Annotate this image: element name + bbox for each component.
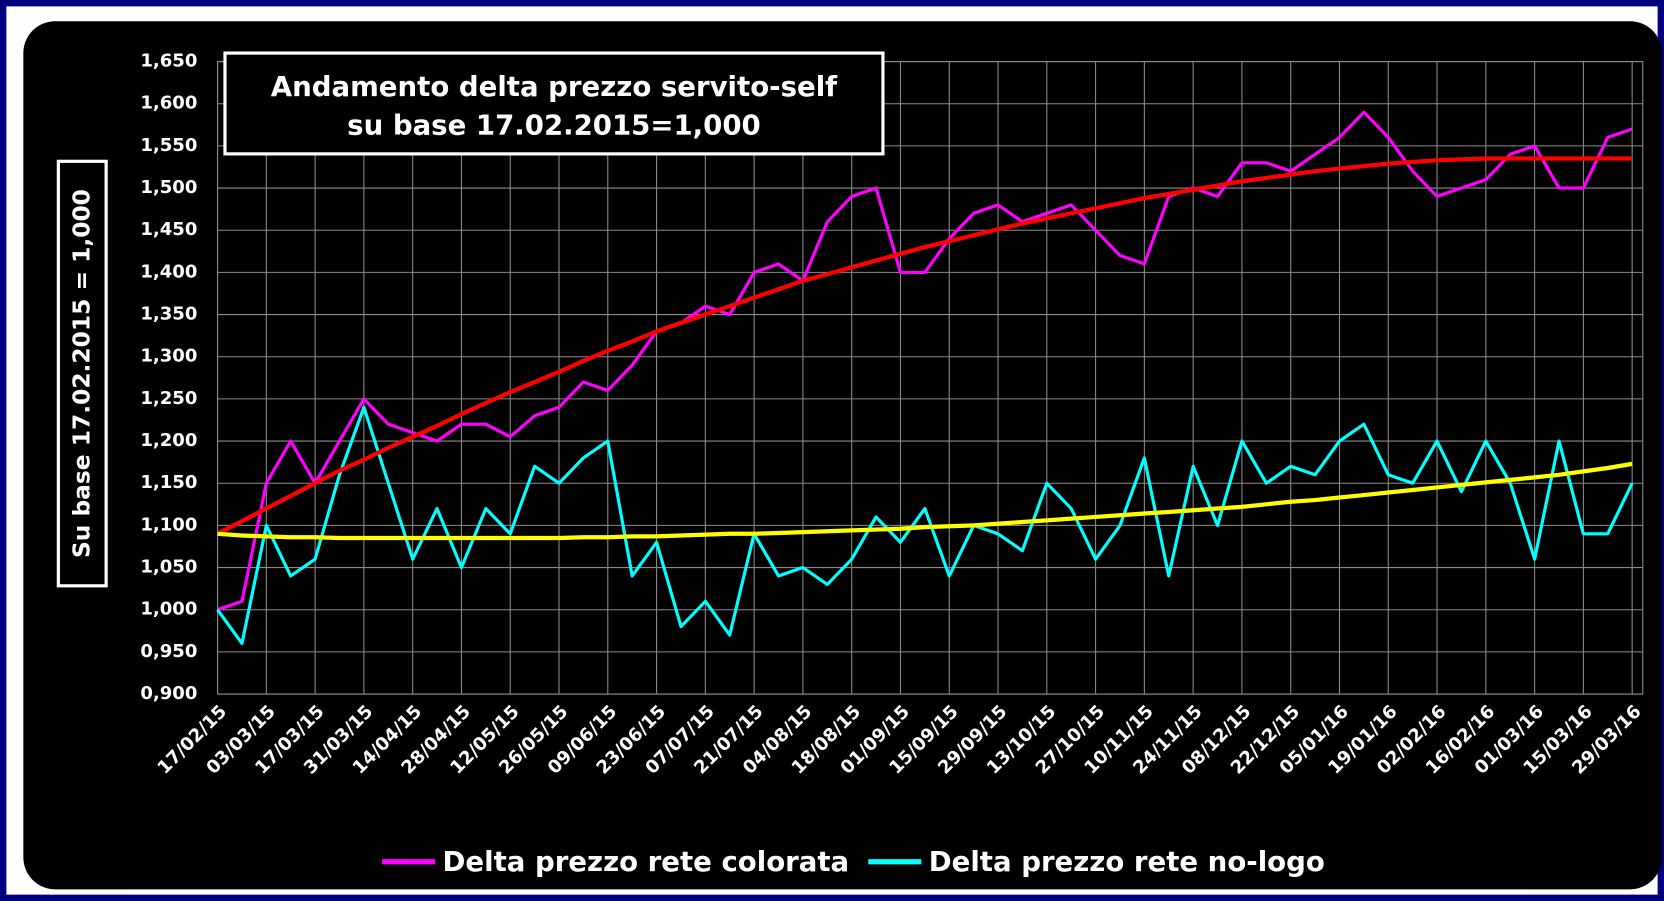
- title-box: [223, 51, 885, 156]
- y-tick-label: 1,200: [140, 430, 197, 451]
- y-tick-label: 1,550: [140, 135, 197, 156]
- legend: Delta prezzo rete colorata Delta prezzo r…: [371, 835, 1385, 889]
- y-tick-label: 0,950: [140, 641, 197, 662]
- y-tick-label: 1,050: [140, 557, 197, 578]
- y-tick-label: 1,500: [140, 177, 197, 198]
- y-tick-label: 1,650: [140, 51, 197, 72]
- y-tick-label: 1,400: [140, 261, 197, 282]
- series-line: [217, 110, 1633, 612]
- y-tick-label: 1,450: [140, 219, 197, 240]
- y-tick-label: 1,350: [140, 304, 197, 325]
- chart-title: Andamento delta prezzo servito-self: [271, 70, 838, 103]
- chart-subtitle: su base 17.02.2015=1,000: [347, 108, 761, 141]
- series-line: [216, 156, 1633, 536]
- chart-background: [23, 21, 1662, 890]
- legend-label: Delta prezzo rete no-logo: [929, 845, 1325, 878]
- series-line: [217, 461, 1633, 541]
- y-tick-label: 0,900: [140, 683, 197, 704]
- y-tick-label: 1,000: [140, 599, 197, 620]
- plot-border: [217, 61, 1644, 695]
- y-label-box: [56, 159, 108, 588]
- plot: [216, 110, 1634, 646]
- y-axis-label: Su base 17.02.2015 = 1,000: [67, 189, 95, 558]
- y-tick-label: 1,600: [140, 93, 197, 114]
- y-tick-label: 1,150: [140, 472, 197, 493]
- legend-label: Delta prezzo rete colorata: [443, 845, 850, 878]
- y-tick-label: 1,250: [140, 388, 197, 409]
- grid: [217, 61, 1644, 695]
- y-tick-label: 1,300: [140, 346, 197, 367]
- series-line: [216, 405, 1634, 646]
- y-tick-label: 1,100: [140, 514, 197, 535]
